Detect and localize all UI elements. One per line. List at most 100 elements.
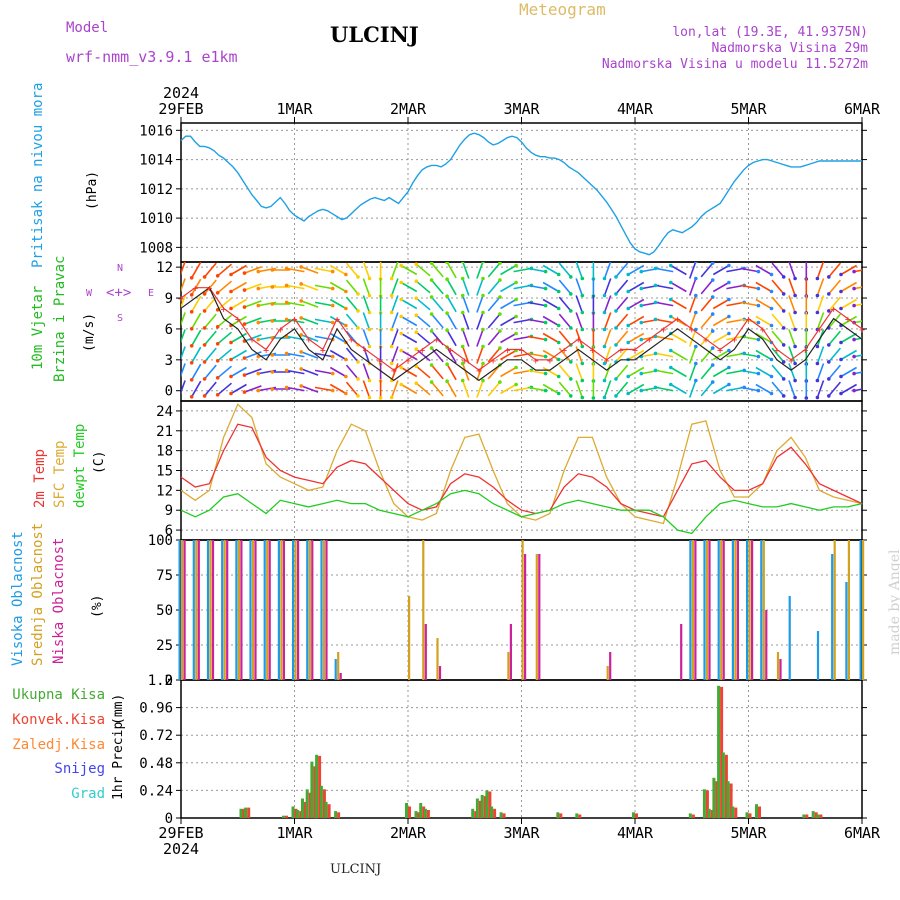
pressure-ylabel: Pritisak na nivou mora: [30, 82, 46, 268]
wind-arrow-head: [356, 309, 360, 313]
wind-arrow: [542, 349, 560, 361]
precip-conv-bar: [318, 755, 322, 818]
gust-marker: +: [589, 346, 595, 357]
wind-arrow: [700, 347, 714, 363]
wind-arrow: [476, 278, 484, 296]
wind-arrow: [615, 364, 629, 380]
wind-arrow-head: [299, 333, 304, 337]
wind-arrow: [329, 366, 347, 378]
wind-arrow: [575, 329, 584, 347]
precip-total-bar: [315, 754, 319, 819]
wind-arrow: [446, 262, 457, 279]
high-cloud-bar: [249, 540, 252, 680]
mid-cloud-bar: [705, 540, 709, 680]
wind-arrow-head: [256, 371, 261, 376]
wind-arrow: [230, 332, 247, 344]
high-cloud-bar: [816, 631, 820, 680]
wind-arrow: [700, 364, 714, 380]
wind-arrow: [712, 315, 730, 327]
high-cloud-bar: [320, 540, 323, 680]
wind-arrow: [191, 329, 202, 347]
wind-arrow: [771, 296, 785, 312]
wind-arrow-head: [429, 380, 434, 384]
wind-arrow: [740, 386, 759, 392]
precip-total-bar: [334, 811, 338, 818]
precip-total-bar: [239, 808, 243, 818]
precip-conv-bar: [294, 808, 298, 818]
elevation-text: Nadmorska Visina 29m: [711, 41, 868, 56]
wind-arrow: [627, 315, 645, 327]
wind-arrow-head: [460, 262, 465, 264]
wind-arrow: [462, 262, 470, 279]
time-label-bottom: 5MAR: [730, 824, 767, 842]
gust-marker: +: [632, 346, 638, 357]
wind-arrow: [828, 262, 842, 278]
precip-total-bar: [319, 785, 323, 818]
wind-arrow: [712, 298, 730, 310]
wind-arrow: [203, 364, 217, 380]
wind-arrow-head: [793, 344, 797, 349]
wind-arrow-head: [514, 280, 518, 285]
wind-arrow: [542, 383, 560, 395]
wind-arrow: [712, 281, 730, 293]
wind-arrow-head: [399, 263, 404, 268]
wind-arrow-head: [793, 378, 797, 383]
wind-arrows: [181, 262, 862, 400]
precip-conv-bar: [327, 804, 331, 818]
precip-total-bar: [301, 798, 304, 818]
wind-arrow-head: [389, 276, 394, 281]
precip-conv-bar: [720, 686, 724, 818]
wind-arrow: [181, 346, 186, 361]
high-cloud-bar: [292, 540, 295, 680]
wind-arrow-head: [367, 293, 372, 298]
gust-marker: +: [717, 346, 723, 357]
wind-ylabel-2: Brzina i Pravac: [52, 255, 68, 382]
high-cloud-bar: [206, 540, 210, 680]
wind-arrow-head: [256, 303, 261, 308]
high-cloud-bar: [178, 540, 181, 680]
wind-arrow: [755, 298, 772, 310]
wind-arrow-head: [299, 367, 304, 371]
wind-arrow-head: [815, 344, 820, 349]
y-tick-label: 1014: [139, 153, 173, 169]
wind-arrow-head: [299, 384, 304, 388]
precip-total-bar: [282, 815, 285, 818]
wind-arrow: [400, 349, 418, 361]
wind-arrow: [430, 364, 444, 380]
y-tick-label: 0.72: [139, 728, 173, 744]
wind-arrow-head: [344, 272, 348, 277]
wind-arrow: [700, 279, 714, 295]
precip-conv-bar: [408, 806, 411, 818]
mid-cloud-bar: [181, 540, 184, 680]
wind-arrow-head: [626, 306, 630, 311]
y-tick-label: 21: [156, 424, 173, 440]
wind-arrow: [300, 300, 319, 308]
gust-marker: +: [816, 325, 822, 336]
temp-unit: (C): [92, 450, 107, 474]
wind-arrow-head: [460, 310, 465, 315]
wind-arrow-head: [344, 289, 348, 294]
precip-total-bar: [688, 813, 692, 818]
wind-arrow: [558, 279, 572, 295]
wind-arrow-head: [827, 309, 831, 313]
wind-arrow: [688, 380, 697, 398]
wind-arrow: [627, 332, 645, 344]
pressure-line: [180, 132, 862, 256]
gust-marker: +: [774, 346, 780, 357]
wind-arrow-head: [781, 377, 786, 381]
wind-arrow: [286, 301, 305, 307]
wind-arrow: [527, 335, 546, 341]
wind-arrow: [329, 264, 347, 276]
wind-arrow: [788, 295, 796, 313]
wind-arrow-head: [852, 303, 856, 308]
wind-arrow: [771, 364, 785, 380]
y-tick-label: 1008: [139, 240, 173, 256]
wind-arrow: [670, 366, 687, 378]
precip-total-bar: [423, 808, 427, 818]
precip-conv-bar: [422, 806, 426, 818]
wind-arrow-head: [242, 373, 247, 377]
wind-arrow-head: [414, 330, 419, 335]
gust-marker: +: [788, 356, 794, 367]
wind-arrow: [461, 312, 470, 330]
wind-arrow-head: [414, 279, 419, 284]
